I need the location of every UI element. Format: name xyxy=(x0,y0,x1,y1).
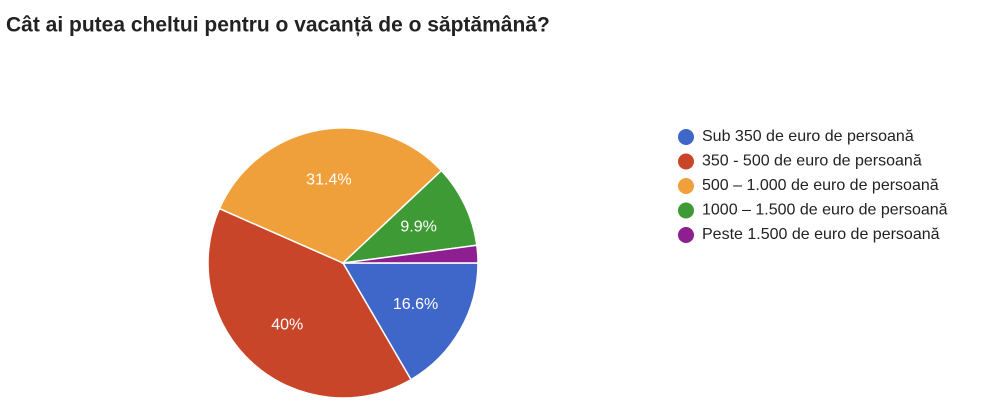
pie-slice xyxy=(340,169,478,265)
legend-swatch xyxy=(678,202,694,219)
legend-label: 350 - 500 de euro de persoană xyxy=(702,153,922,170)
value-label: 16.6% xyxy=(393,296,438,313)
value-label: 40% xyxy=(271,317,303,334)
legend-label: 1000 – 1.500 de euro de persoană xyxy=(702,202,948,219)
pie-slice xyxy=(207,207,413,399)
legend-label: Peste 1.500 de euro de persoană xyxy=(702,226,940,243)
value-label: 31.4% xyxy=(306,172,351,189)
legend-label: 500 – 1.000 de euro de persoană xyxy=(702,177,939,194)
legend-swatch xyxy=(678,178,694,194)
legend-swatch xyxy=(678,153,694,170)
pie-slice xyxy=(218,127,443,264)
legend-swatch xyxy=(678,227,694,243)
pie-slice xyxy=(341,262,479,381)
legend-label: Sub 350 de euro de persoană xyxy=(702,128,914,145)
pie-slice xyxy=(342,244,479,264)
legend-swatch xyxy=(678,129,694,145)
value-label: 9.9% xyxy=(400,218,436,235)
chart-title: Cât ai putea cheltui pentru o vacanță de… xyxy=(6,14,550,37)
